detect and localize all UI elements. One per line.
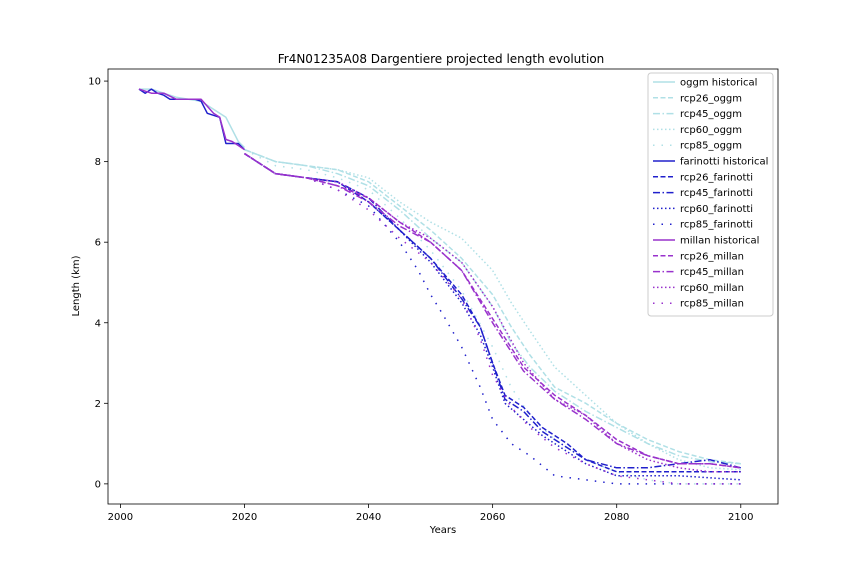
- y-axis-label: Length (km): [71, 255, 82, 316]
- series-line-rcp60-millan: [244, 152, 741, 473]
- y-tick-label: 6: [95, 238, 101, 249]
- legend-box: [647, 72, 774, 317]
- y-axis: 0 2 4 6 8 10: [88, 77, 108, 490]
- series-line-rcp60-oggm: [244, 148, 741, 471]
- y-tick-label: 4: [95, 318, 101, 329]
- x-tick-label: 2020: [232, 512, 257, 523]
- legend-label-rcp45-oggm: rcp45_oggm: [680, 109, 742, 120]
- x-tick-label: 2000: [108, 512, 133, 523]
- series-line-rcp60-farinotti: [244, 152, 741, 481]
- series-line-rcp85-oggm: [244, 148, 741, 485]
- chart-title: Fr4N01235A08 Dargentiere projected lengt…: [278, 52, 605, 66]
- x-tick-label: 2080: [604, 512, 629, 523]
- y-tick-label: 0: [95, 479, 101, 490]
- legend: oggm historical rcp26_oggm rcp45_oggm rcp60…: [647, 72, 774, 317]
- series-line-rcp26-oggm: [244, 148, 741, 465]
- legend-label-millan-historical: millan historical: [680, 236, 759, 247]
- legend-label-rcp45-farinotti: rcp45_farinotti: [680, 188, 753, 199]
- legend-label-farinotti-historical: farinotti historical: [680, 157, 768, 168]
- legend-label-rcp26-millan: rcp26_millan: [680, 251, 744, 262]
- x-tick-label: 2100: [728, 512, 753, 523]
- x-axis: 2000 2020 2040 2060 2080 2100: [108, 504, 754, 523]
- y-tick-label: 8: [95, 157, 101, 168]
- legend-label-rcp85-oggm: rcp85_oggm: [680, 141, 742, 152]
- series-line-millan-historical: [138, 88, 245, 151]
- legend-label-rcp60-millan: rcp60_millan: [680, 283, 744, 294]
- plot-frame: [107, 68, 779, 505]
- y-tick-label: 10: [88, 77, 101, 88]
- series-line-oggm-historical: [139, 88, 246, 149]
- legend-label-rcp26-farinotti: rcp26_farinotti: [680, 172, 753, 183]
- x-tick-label: 2040: [356, 512, 381, 523]
- plot-lines: [138, 88, 741, 485]
- legend-label-rcp60-oggm: rcp60_oggm: [680, 125, 742, 136]
- legend-label-rcp45-millan: rcp45_millan: [680, 267, 744, 278]
- y-tick-label: 2: [95, 399, 101, 410]
- legend-label-rcp85-farinotti: rcp85_farinotti: [680, 220, 753, 231]
- x-axis-label: Years: [429, 525, 456, 536]
- series-line-rcp85-farinotti: [244, 152, 741, 485]
- legend-label-rcp26-oggm: rcp26_oggm: [680, 93, 742, 104]
- series-line-rcp45-millan: [244, 152, 741, 469]
- series-line-rcp26-millan: [244, 152, 741, 469]
- legend-label-rcp85-millan: rcp85_millan: [680, 299, 744, 310]
- legend-label-rcp60-farinotti: rcp60_farinotti: [680, 204, 753, 215]
- legend-label-oggm-historical: oggm historical: [680, 78, 757, 89]
- x-tick-label: 2060: [480, 512, 505, 523]
